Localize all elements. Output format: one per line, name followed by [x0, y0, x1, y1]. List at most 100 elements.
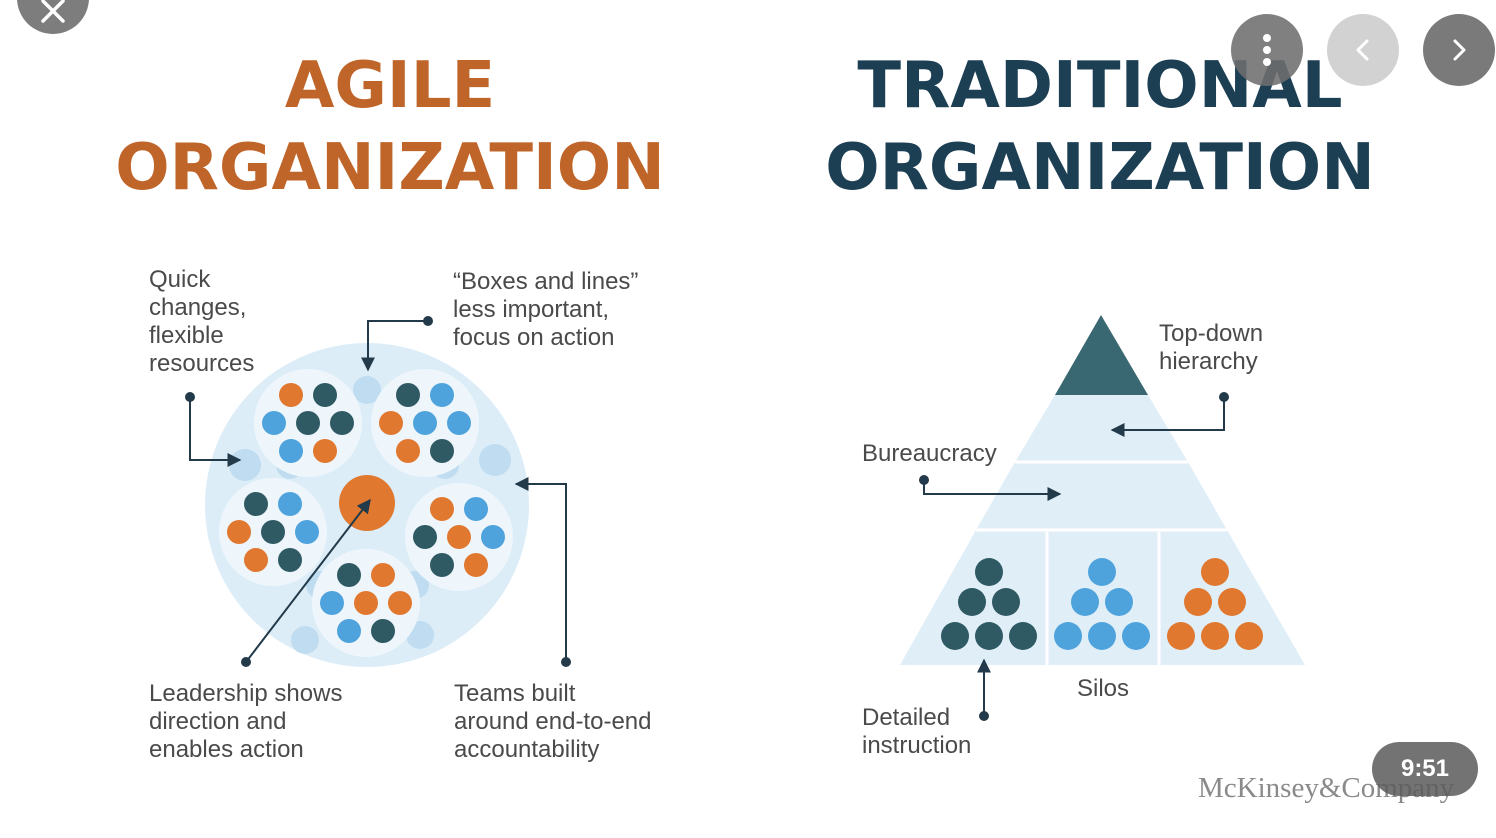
team-member-dot — [413, 525, 437, 549]
teams-label-line: accountability — [454, 736, 600, 763]
topdown-label-line: Top-down — [1159, 320, 1264, 347]
team-member-dot — [464, 497, 488, 521]
agile-team — [312, 549, 420, 657]
team-member-dot — [261, 520, 285, 544]
team-member-dot — [464, 553, 488, 577]
teams-label-line: Teams built — [454, 680, 576, 707]
silo-member-dot — [941, 622, 969, 650]
more-vertical-icon — [1263, 34, 1271, 66]
team-member-dot — [278, 548, 302, 572]
agile-title: AGILE ORGANIZATION — [90, 45, 690, 209]
quick-label-line: Quick — [149, 266, 211, 293]
agile-team — [371, 369, 479, 477]
pyramid-tier-2 — [1015, 395, 1188, 462]
agile-team-groups — [219, 369, 513, 657]
agile-team — [219, 478, 327, 586]
topdown-label-line: hierarchy — [1159, 348, 1258, 375]
silo-member-dot — [1201, 558, 1229, 586]
team-member-dot — [430, 497, 454, 521]
quick-label-line: changes, — [149, 294, 247, 321]
agile-team — [254, 369, 362, 477]
team-member-dot — [244, 548, 268, 572]
team-member-dot — [430, 383, 454, 407]
pyramid-apex — [1055, 315, 1148, 395]
boxes-label-line: focus on action — [453, 324, 615, 351]
silo-member-dot — [1009, 622, 1037, 650]
detailed-instruction-label: Detailed instruction — [862, 704, 971, 760]
silo-member-dot — [1071, 588, 1099, 616]
detailed-label-line: Detailed — [862, 704, 951, 731]
video-duration-badge: 9:51 — [1372, 742, 1478, 796]
leadership-label-line: enables action — [149, 736, 304, 763]
team-member-dot — [371, 563, 395, 587]
quick-label-line: resources — [149, 350, 255, 377]
agile-title-line-1: AGILE — [284, 49, 496, 123]
teams-label-line: around end-to-end — [454, 708, 652, 735]
silo-member-dot — [992, 588, 1020, 616]
team-member-dot — [262, 411, 286, 435]
chevron-right-icon — [1453, 39, 1466, 61]
silo-group — [1167, 558, 1263, 650]
traditional-callout-dots — [919, 392, 1229, 721]
team-member-dot — [227, 520, 251, 544]
team-member-dot — [371, 619, 395, 643]
team-member-dot — [337, 563, 361, 587]
silo-group — [941, 558, 1037, 650]
silo-member-dot — [1105, 588, 1133, 616]
team-member-dot — [447, 411, 471, 435]
silo-member-dot — [975, 558, 1003, 586]
agile-callout-lines — [189, 320, 567, 663]
team-member-dot — [296, 411, 320, 435]
agile-title-line-2: ORGANIZATION — [115, 131, 665, 205]
team-member-dot — [354, 591, 378, 615]
silo-member-dot — [1184, 588, 1212, 616]
detailed-label-line: instruction — [862, 732, 972, 759]
team-member-dot — [330, 411, 354, 435]
topdown-arrow — [1110, 397, 1225, 437]
team-member-dot — [244, 492, 268, 516]
team-member-dot — [279, 439, 303, 463]
team-member-dot — [430, 439, 454, 463]
team-member-dot — [481, 525, 505, 549]
silo-member-dot — [1088, 622, 1116, 650]
next-image-button[interactable] — [1423, 14, 1495, 86]
bureaucracy-label: Bureaucracy — [862, 440, 997, 467]
agile-team — [405, 483, 513, 591]
silo-member-dot — [1201, 622, 1229, 650]
silo-group — [1054, 558, 1150, 650]
close-icon — [41, 0, 65, 23]
team-member-dot — [279, 383, 303, 407]
silo-member-dot — [1167, 622, 1195, 650]
silo-member-dot — [958, 588, 986, 616]
boxes-label-line: less important, — [453, 296, 610, 323]
boxes-arrow — [361, 320, 428, 372]
silo-member-dot — [1122, 622, 1150, 650]
team-member-dot — [295, 520, 319, 544]
quick-arrow — [189, 397, 242, 467]
silo-member-dot — [975, 622, 1003, 650]
top-down-label: Top-down hierarchy — [1159, 320, 1263, 376]
team-member-dot — [447, 525, 471, 549]
traditional-title: TRADITIONAL ORGANIZATION — [800, 45, 1400, 209]
more-options-button[interactable] — [1231, 14, 1303, 86]
team-member-dot — [396, 383, 420, 407]
team-member-dot — [396, 439, 420, 463]
traditional-pyramid — [900, 315, 1305, 665]
boxes-lines-label: “Boxes and lines” less important, focus … — [453, 268, 638, 352]
silos-label: Silos — [1077, 675, 1130, 702]
silo-member-dot — [1235, 622, 1263, 650]
quick-label-line: flexible — [149, 322, 224, 349]
silo-groups — [941, 558, 1263, 650]
teams-arrow — [514, 477, 567, 662]
boxes-label-line: “Boxes and lines” — [453, 268, 639, 295]
chevron-left-icon — [1356, 39, 1369, 61]
leadership-label-line: Leadership shows — [149, 680, 343, 707]
team-member-dot — [313, 383, 337, 407]
previous-image-button[interactable] — [1327, 14, 1399, 86]
team-member-dot — [278, 492, 302, 516]
silo-member-dot — [1088, 558, 1116, 586]
pyramid-tier-3 — [976, 462, 1227, 530]
team-member-dot — [379, 411, 403, 435]
team-member-dot — [413, 411, 437, 435]
